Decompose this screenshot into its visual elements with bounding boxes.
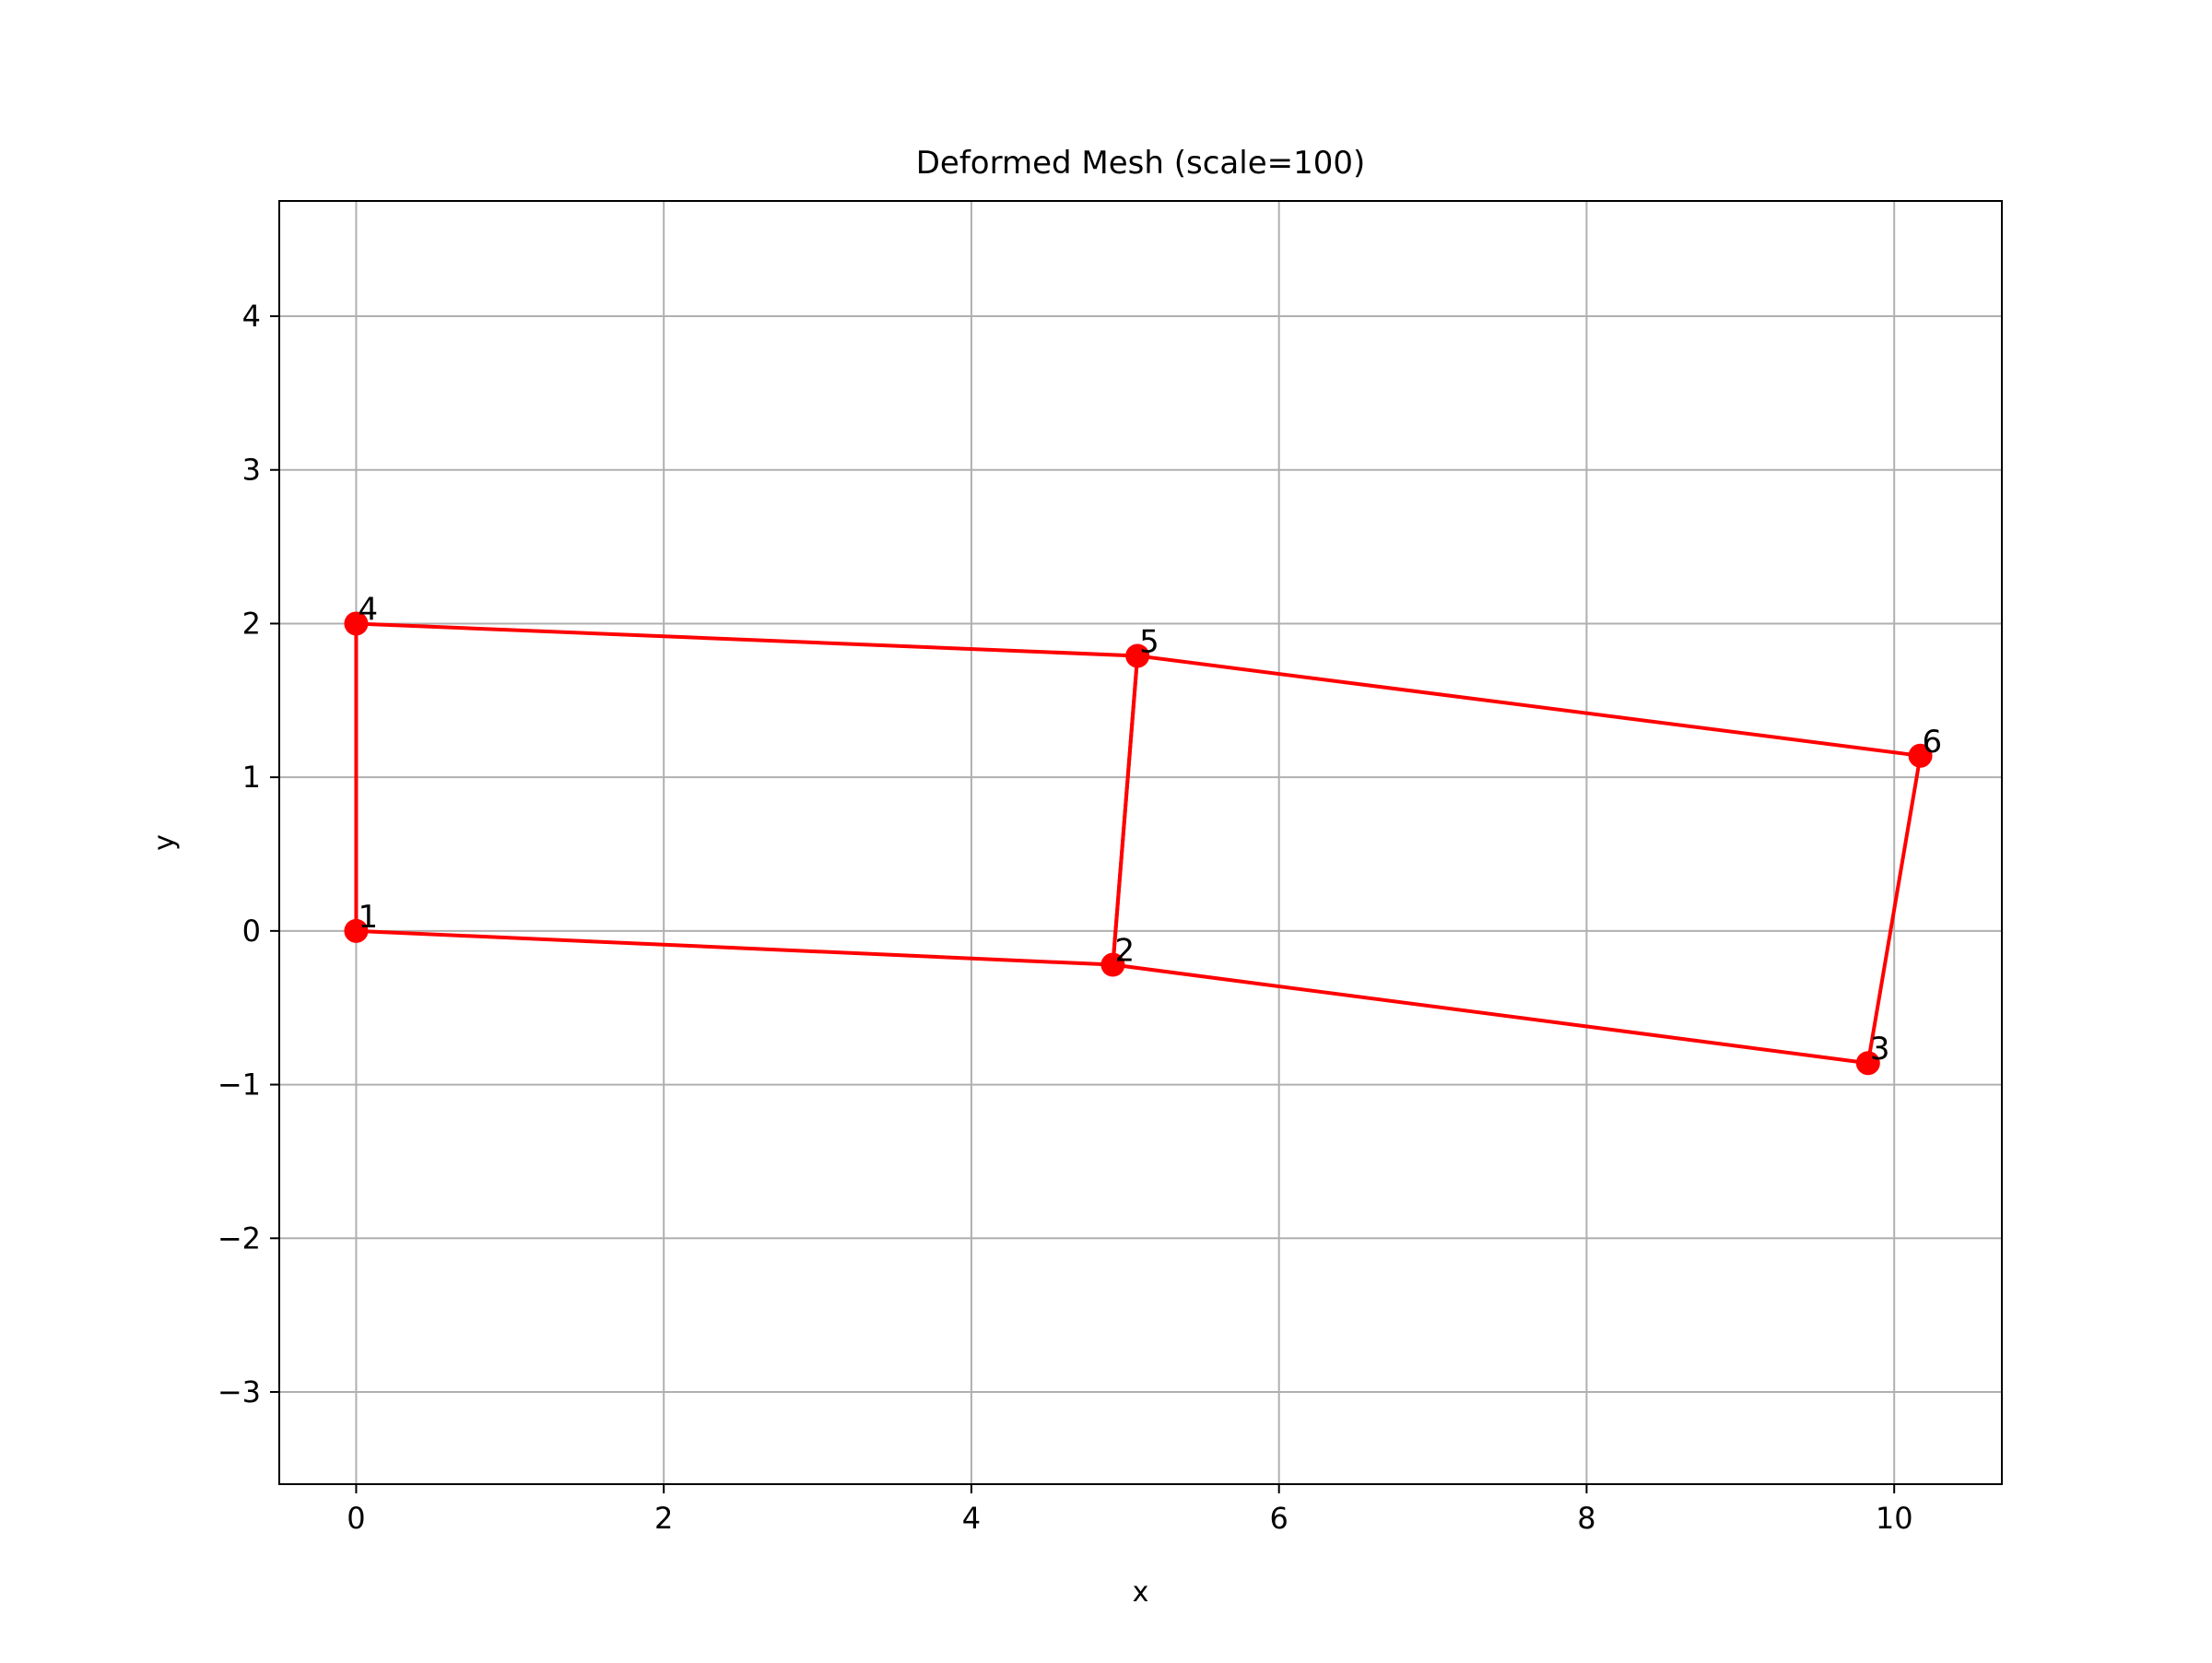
node-label: 5 <box>1139 623 1159 660</box>
y-tick-label: 3 <box>242 453 261 488</box>
y-axis-label: y <box>148 834 181 851</box>
y-tick-label: −1 <box>218 1067 261 1103</box>
y-tick-label: 0 <box>242 914 261 949</box>
y-tick-label: 2 <box>242 606 261 641</box>
node-label: 3 <box>1870 1031 1890 1067</box>
x-tick-label: 4 <box>962 1501 981 1536</box>
node-label: 6 <box>1923 724 1943 761</box>
axes-frame <box>278 200 2003 1485</box>
node-label: 2 <box>1114 933 1135 970</box>
node-labels: 1 2 3 4 5 6 <box>358 591 1942 1067</box>
node-marker <box>344 611 369 636</box>
node-label: 1 <box>358 899 378 936</box>
chart-title: Deformed Mesh (scale=100) <box>916 145 1366 182</box>
node-marker <box>1125 643 1150 668</box>
node-marker <box>1100 952 1125 977</box>
x-axis-label: x <box>1133 1576 1149 1609</box>
node-markers <box>344 611 1933 1076</box>
x-tick-label: 6 <box>1270 1501 1288 1536</box>
node-marker <box>1855 1051 1880 1076</box>
node-marker <box>1908 743 1933 768</box>
y-tick-label: −3 <box>218 1374 261 1409</box>
y-tick-label: 1 <box>242 760 261 795</box>
x-tick-label: 8 <box>1577 1501 1595 1536</box>
x-tick-label: 10 <box>1876 1501 1913 1536</box>
node-label: 4 <box>358 591 378 628</box>
y-tick-label: 4 <box>242 299 261 334</box>
node-marker <box>344 918 369 943</box>
x-tick-label: 0 <box>347 1501 365 1536</box>
x-tick-label: 2 <box>654 1501 673 1536</box>
grid <box>279 201 2002 1484</box>
axis-ticks: 0 2 4 6 8 10 −3 −2 −1 0 1 2 3 4 <box>218 299 1913 1536</box>
y-tick-label: −2 <box>218 1221 261 1256</box>
